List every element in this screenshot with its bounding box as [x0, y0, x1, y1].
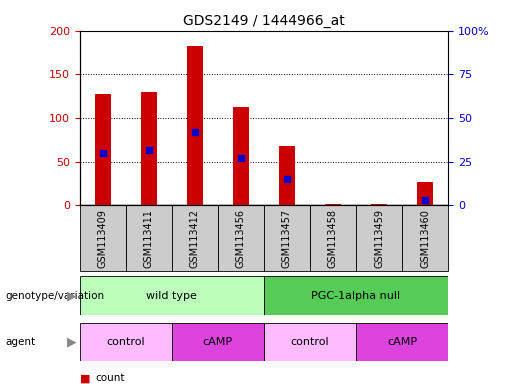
FancyBboxPatch shape: [264, 205, 310, 271]
FancyBboxPatch shape: [402, 205, 448, 271]
FancyBboxPatch shape: [218, 205, 264, 271]
FancyBboxPatch shape: [264, 323, 356, 361]
Bar: [233, 107, 249, 205]
FancyBboxPatch shape: [310, 205, 356, 271]
Text: cAMP: cAMP: [203, 337, 233, 347]
Text: ▶: ▶: [67, 289, 77, 302]
Text: GSM113460: GSM113460: [420, 209, 430, 268]
Bar: [417, 182, 433, 205]
FancyBboxPatch shape: [356, 205, 402, 271]
Text: control: control: [290, 337, 329, 347]
Text: GSM113411: GSM113411: [144, 209, 154, 268]
FancyBboxPatch shape: [80, 276, 264, 315]
Text: agent: agent: [5, 337, 35, 347]
Text: cAMP: cAMP: [387, 337, 417, 347]
FancyBboxPatch shape: [80, 205, 126, 271]
Text: ▶: ▶: [67, 335, 77, 348]
Bar: [279, 146, 295, 205]
Text: GSM113459: GSM113459: [374, 209, 384, 268]
FancyBboxPatch shape: [172, 205, 218, 271]
Text: wild type: wild type: [146, 291, 197, 301]
Bar: [95, 94, 111, 205]
Title: GDS2149 / 1444966_at: GDS2149 / 1444966_at: [183, 14, 345, 28]
Bar: [371, 204, 387, 205]
Bar: [187, 46, 203, 205]
FancyBboxPatch shape: [126, 205, 172, 271]
Text: GSM113412: GSM113412: [190, 209, 200, 268]
Text: GSM113458: GSM113458: [328, 209, 338, 268]
Text: PGC-1alpha null: PGC-1alpha null: [312, 291, 401, 301]
Bar: [325, 204, 341, 205]
FancyBboxPatch shape: [264, 276, 448, 315]
FancyBboxPatch shape: [172, 323, 264, 361]
Text: genotype/variation: genotype/variation: [5, 291, 104, 301]
Text: GSM113457: GSM113457: [282, 209, 292, 268]
FancyBboxPatch shape: [356, 323, 448, 361]
Text: control: control: [107, 337, 145, 347]
FancyBboxPatch shape: [80, 323, 172, 361]
Text: ■: ■: [80, 373, 90, 383]
Text: count: count: [95, 373, 125, 383]
Text: GSM113409: GSM113409: [98, 209, 108, 268]
Bar: [141, 92, 157, 205]
Text: GSM113456: GSM113456: [236, 209, 246, 268]
